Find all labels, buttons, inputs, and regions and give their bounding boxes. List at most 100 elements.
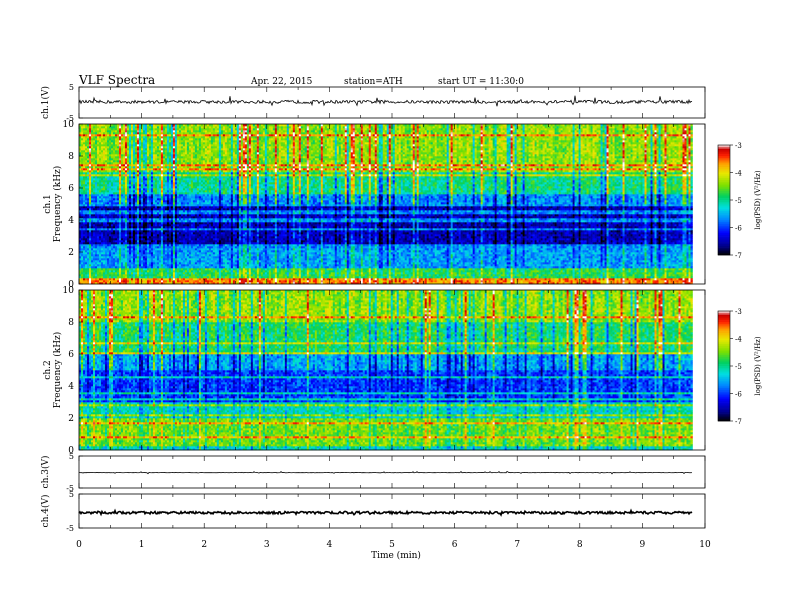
date-label: Apr. 22, 2015	[250, 77, 313, 87]
spectrogram-cell	[147, 280, 149, 282]
spectrogram-cell	[477, 280, 479, 282]
spectrogram-cell	[455, 280, 457, 282]
spectrogram-cell	[285, 280, 287, 282]
spectrogram-cell	[613, 280, 615, 282]
spectrogram-cell	[411, 280, 413, 282]
spectrogram-cell	[233, 280, 235, 282]
spectrogram-cell	[137, 278, 139, 280]
spectrogram-cell	[637, 280, 639, 282]
spectrogram-cell	[151, 280, 153, 282]
spectrogram-cell	[409, 280, 411, 282]
spectrogram-cell	[543, 280, 545, 282]
spectrogram-cell	[469, 280, 471, 282]
spectrogram-cell	[91, 280, 93, 282]
spectrogram-cell	[131, 280, 133, 282]
spectrogram-cell	[635, 280, 637, 282]
spectrogram-cell	[129, 280, 131, 282]
spectrogram-cell	[103, 280, 105, 282]
spectrogram-cell	[363, 280, 365, 282]
spectrogram-cell	[289, 280, 291, 282]
spectrogram-cell	[467, 280, 469, 282]
spectrogram-cell	[627, 280, 629, 282]
spectrogram-cell	[541, 280, 543, 282]
spectrogram-cell	[249, 280, 251, 282]
spectrogram-cell	[347, 280, 349, 282]
spectrogram-cell	[397, 280, 399, 282]
spectrogram-cell	[239, 280, 241, 282]
spectrogram-cell	[81, 280, 83, 282]
spectrogram-cell	[85, 278, 87, 280]
spectrogram-cell	[147, 278, 149, 280]
spectrogram-cell	[207, 280, 209, 282]
spectrogram-cell	[121, 278, 123, 280]
spectrogram-cell	[615, 280, 617, 282]
spectrogram-cell	[523, 280, 525, 282]
spectrogram-cell	[143, 280, 145, 282]
spectrogram-cell	[253, 280, 255, 282]
spectrogram-cell	[117, 278, 119, 280]
spectrogram-cell	[139, 280, 141, 282]
spectrogram-cell	[507, 280, 509, 282]
spectrogram-cell	[91, 278, 93, 280]
spectrogram-cell	[439, 280, 441, 282]
spectrogram-cell	[583, 280, 585, 282]
ch1-waveform-trace	[79, 96, 692, 107]
spectrogram-cell	[565, 280, 567, 282]
spectrogram-cell	[165, 280, 167, 282]
spectrogram-cell	[527, 280, 529, 282]
spectrogram-cell	[125, 280, 127, 282]
spectrogram-cell	[121, 280, 123, 282]
spectrogram-cell	[251, 280, 253, 282]
spectrogram-cell	[365, 280, 367, 282]
spectrogram-cell	[557, 280, 559, 282]
spectrogram-cell	[173, 280, 175, 282]
spectrogram-cell	[223, 280, 225, 282]
spectrogram-cell	[401, 280, 403, 282]
spectrogram-cell	[105, 280, 107, 282]
spectrogram-cell	[255, 280, 257, 282]
spectrogram-cell	[117, 280, 119, 282]
spectrogram-cell	[355, 280, 357, 282]
spectrogram-cell	[417, 280, 419, 282]
spectrogram-cell	[533, 280, 535, 282]
spectrogram-cell	[609, 280, 611, 282]
spectrogram-cell	[631, 280, 633, 282]
spectrogram-cell	[639, 280, 641, 282]
spectrogram-cell	[571, 280, 573, 282]
spectrogram-cell	[399, 280, 401, 282]
spectrogram-cell	[653, 280, 655, 282]
spectrogram-cell	[311, 280, 313, 282]
spectrogram-cell	[303, 280, 305, 282]
spectrogram-cell	[85, 280, 87, 282]
spectrogram-cell	[97, 280, 99, 282]
spectrogram-cell	[323, 280, 325, 282]
spectrogram-cell	[339, 280, 341, 282]
spectrogram-cell	[461, 280, 463, 282]
spectrogram-cell	[187, 280, 189, 282]
spectrogram-cell	[657, 280, 659, 282]
spectrogram-cell	[457, 280, 459, 282]
figure-canvas: VLF Spectra Apr. 22, 2015 station=ATH st…	[0, 0, 792, 612]
spectrogram-cell	[591, 280, 593, 282]
spectrogram-cell	[261, 280, 263, 282]
spectrogram-cell	[139, 278, 141, 280]
spectrogram-cell	[291, 280, 293, 282]
spectrogram-cell	[143, 278, 145, 280]
spectrogram-cell	[93, 278, 95, 280]
spectrogram-cell	[481, 280, 483, 282]
spectrogram-cell	[471, 280, 473, 282]
spectrogram-cell	[211, 280, 213, 282]
spectrogram-cell	[279, 280, 281, 282]
spectrogram-cell	[435, 280, 437, 282]
spectrogram-cell	[684, 280, 686, 282]
spectrogram-cell	[595, 280, 597, 282]
spectrogram-cell	[343, 280, 345, 282]
spectrogram-cell	[379, 280, 381, 282]
panels-group: 5-5ch.1(V)0246810ch.1Frequency (kHz)-3-4…	[40, 83, 762, 533]
spectrogram-cell	[165, 278, 167, 280]
spectrogram-cell	[169, 278, 171, 280]
spectrogram-cell	[83, 278, 85, 280]
spectrogram-cell	[95, 280, 97, 282]
spectrogram-cell	[199, 280, 201, 282]
spectrogram-cell	[525, 280, 527, 282]
